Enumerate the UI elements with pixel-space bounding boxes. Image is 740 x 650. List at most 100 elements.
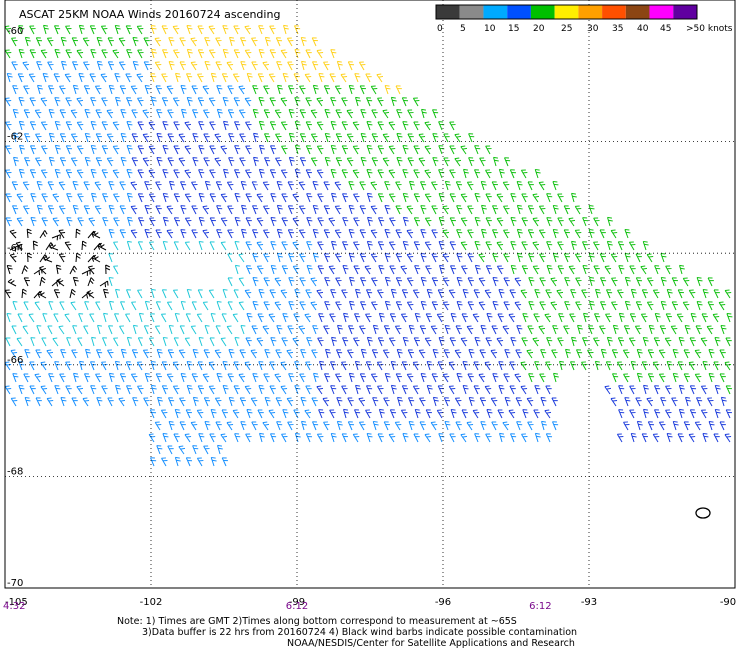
wind-barb <box>413 433 420 443</box>
wind-barb <box>29 121 37 131</box>
wind-barb <box>478 373 486 383</box>
wind-barb <box>426 288 433 299</box>
wind-barb <box>276 204 283 215</box>
wind-barb <box>239 397 246 407</box>
wind-barb <box>299 253 306 263</box>
wind-barb <box>48 108 55 119</box>
wind-barb <box>348 181 355 191</box>
x-tick-label: -99 <box>289 597 305 608</box>
wind-barb <box>520 361 528 371</box>
wind-barb <box>144 181 151 191</box>
wind-barb <box>77 337 83 347</box>
wind-barb <box>28 313 35 323</box>
wind-barb <box>191 373 198 383</box>
wind-barb <box>41 193 48 203</box>
wind-barb <box>317 265 324 275</box>
wind-barb <box>467 373 474 383</box>
wind-barb <box>481 204 487 215</box>
wind-barb <box>521 433 528 443</box>
wind-barb <box>359 373 367 383</box>
wind-barb <box>228 396 235 407</box>
wind-barb <box>652 433 660 443</box>
wind-barb <box>366 97 373 107</box>
wind-barb <box>66 193 73 203</box>
wind-barb <box>312 252 319 263</box>
note-line-3: NOAA/NESDIS/Center for Satellite Applica… <box>287 638 575 649</box>
wind-barb <box>245 145 252 155</box>
wind-barb <box>708 349 715 359</box>
wind-barb <box>252 301 259 311</box>
wind-barb <box>108 181 115 191</box>
wind-barb <box>277 84 283 95</box>
wind-barb <box>604 265 612 275</box>
wind-barb <box>540 397 547 407</box>
wind-barb <box>401 97 409 107</box>
wind-barb <box>184 217 192 227</box>
wind-barb <box>288 85 295 95</box>
wind-barb <box>71 37 78 47</box>
wind-barb <box>168 397 175 407</box>
wind-barb <box>502 325 510 335</box>
wind-barb <box>252 229 259 239</box>
wind-barb <box>184 241 191 251</box>
wind-barb <box>161 385 169 395</box>
wind-barb <box>263 109 270 119</box>
wind-barb <box>306 264 313 275</box>
wind-barb <box>454 157 462 167</box>
wind-barb <box>472 409 480 419</box>
wind-barb <box>115 288 121 299</box>
wind-barb <box>384 84 391 95</box>
wind-barb <box>624 276 631 287</box>
wind-barb <box>414 312 421 323</box>
wind-barb <box>347 397 354 407</box>
wind-barb <box>372 397 379 407</box>
wind-barb <box>306 241 313 251</box>
wind-barb <box>173 49 180 59</box>
wind-barb <box>114 360 121 371</box>
wind-barb <box>659 325 666 335</box>
wind-barb <box>53 313 59 323</box>
wind-barb <box>238 373 246 383</box>
wind-barb <box>431 181 438 191</box>
wind-barb <box>173 121 180 131</box>
wind-barb <box>646 253 654 263</box>
wind-barb <box>319 360 325 371</box>
wind-barb <box>252 253 259 263</box>
wind-barb <box>336 60 343 71</box>
wind-barb <box>263 85 270 95</box>
wind-barb <box>232 313 239 323</box>
wind-barb <box>46 37 54 47</box>
wind-barb <box>510 217 517 227</box>
wind-barb <box>270 337 277 347</box>
wind-barb <box>420 181 427 191</box>
wind-barb <box>648 324 655 335</box>
wind-barb <box>143 61 150 71</box>
wind-barb <box>401 385 409 395</box>
wind-barb <box>281 217 288 227</box>
wind-barb <box>407 133 414 143</box>
wind-barb <box>71 397 78 407</box>
wind-barb <box>24 36 31 47</box>
wind-barb <box>492 301 499 311</box>
wind-barb <box>166 229 174 239</box>
wind-barb <box>516 228 523 239</box>
wind-barb <box>532 217 540 227</box>
wind-barb <box>245 265 253 275</box>
wind-barb <box>520 289 528 299</box>
wind-barb <box>383 421 390 431</box>
wind-barb <box>17 73 24 83</box>
wind-barb <box>384 229 391 239</box>
wind-barb <box>388 169 396 179</box>
wind-barb <box>336 349 343 359</box>
wind-barb <box>197 289 203 299</box>
wind-barb <box>227 373 234 383</box>
wind-barb <box>310 277 318 287</box>
wind-barb <box>89 313 95 323</box>
wind-barb <box>288 253 295 263</box>
wind-barb <box>496 241 504 251</box>
wind-barb <box>217 444 223 455</box>
wind-barb <box>653 337 660 347</box>
wind-barb <box>544 313 552 323</box>
wind-barb <box>84 132 91 143</box>
wind-barb <box>48 301 54 311</box>
